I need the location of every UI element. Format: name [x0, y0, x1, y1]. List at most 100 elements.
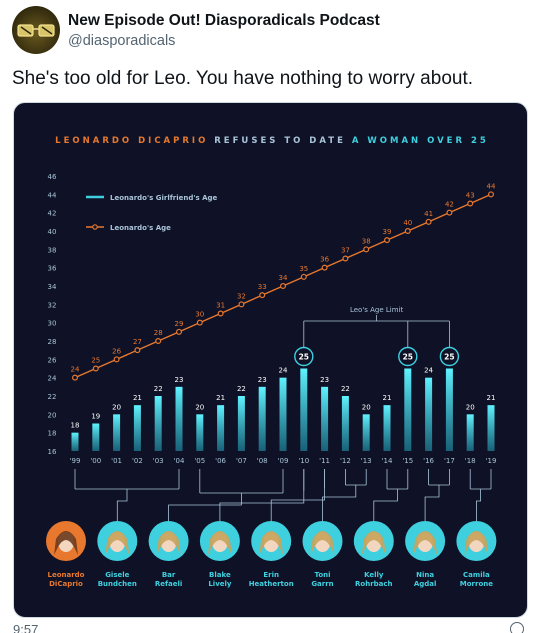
- x-tick-label: '11: [319, 457, 330, 465]
- chart-title: LEONARDO DICAPRIO REFUSES TO DATE A WOMA…: [55, 136, 489, 146]
- y-tick-label: 24: [48, 375, 57, 383]
- connector-line: [373, 489, 398, 521]
- person-hair-icon: [259, 531, 284, 555]
- annotation-text: Leo's Age Limit: [350, 306, 404, 314]
- x-tick-label: '12: [340, 457, 351, 465]
- line-point: [92, 365, 99, 372]
- x-tick-label: '01: [111, 457, 122, 465]
- display-name[interactable]: New Episode Out! Diasporadicals Podcast: [68, 12, 380, 29]
- bar: [196, 414, 204, 451]
- line-data-label: 26: [112, 347, 121, 355]
- bar: [341, 396, 349, 451]
- x-tick-label: '06: [215, 457, 226, 465]
- connector-line: [168, 493, 242, 521]
- line-point: [238, 301, 245, 308]
- avatar[interactable]: [12, 6, 60, 54]
- line-data-label: 40: [403, 219, 412, 227]
- bar: [279, 377, 287, 451]
- line-data-label: 39: [383, 228, 392, 236]
- y-tick-label: 40: [48, 228, 57, 236]
- line-data-label: 42: [445, 201, 454, 209]
- line-data-label: 30: [195, 311, 204, 319]
- person-hair-icon: [207, 531, 232, 555]
- line-point: [71, 374, 78, 381]
- line-data-label: 29: [175, 320, 184, 328]
- bar: [383, 405, 391, 451]
- tweet-timestamp[interactable]: 9:57: [13, 622, 39, 633]
- line-data-label: 24: [71, 366, 80, 374]
- y-tick-label: 22: [48, 393, 57, 401]
- line-data-label: 37: [341, 247, 350, 255]
- line-point: [196, 319, 203, 326]
- line-data-label: 43: [466, 192, 475, 200]
- x-tick-label: '16: [423, 457, 434, 465]
- person-name-line2: Refaeli: [155, 580, 182, 588]
- bar-data-label: 20: [195, 403, 204, 411]
- x-tick-label: '05: [194, 457, 205, 465]
- x-tick-label: '10: [298, 457, 309, 465]
- bar: [300, 368, 308, 451]
- bar-data-label: 18: [71, 422, 80, 430]
- y-tick-label: 38: [48, 246, 57, 254]
- golden-glasses-avatar-icon: [17, 24, 55, 37]
- x-tick-label: '02: [132, 457, 143, 465]
- person-name-line1: Nina: [416, 571, 434, 579]
- bar: [362, 414, 370, 451]
- bar-data-label: 21: [133, 394, 142, 402]
- line-point: [425, 218, 432, 225]
- person-hair-icon: [156, 531, 181, 555]
- share-icon[interactable]: [510, 622, 524, 633]
- bar-data-label: 21: [383, 394, 392, 402]
- bar-data-label: 22: [237, 385, 246, 393]
- bar-data-label: 22: [154, 385, 163, 393]
- bar: [487, 405, 495, 451]
- y-tick-label: 18: [48, 430, 57, 438]
- tweet-image[interactable]: LEONARDO DICAPRIO REFUSES TO DATE A WOMA…: [13, 102, 528, 618]
- bar: [321, 386, 329, 451]
- line-point: [488, 191, 495, 198]
- bar: [71, 432, 79, 451]
- y-tick-label: 46: [48, 173, 57, 181]
- bar-data-label: 25: [444, 353, 454, 362]
- connector-line: [475, 489, 482, 521]
- bar: [175, 386, 183, 451]
- line-point: [280, 283, 287, 290]
- line-data-label: 36: [320, 256, 329, 264]
- x-tick-label: '18: [465, 457, 476, 465]
- person-name-line2: DiCaprio: [49, 580, 83, 588]
- x-tick-label: '08: [257, 457, 268, 465]
- x-tick-label: '99: [70, 457, 81, 465]
- line-point: [404, 227, 411, 234]
- x-tick-label: '17: [444, 457, 455, 465]
- x-tick-label: '00: [90, 457, 101, 465]
- chart-title-part: REFUSES TO DATE: [208, 136, 352, 146]
- line-data-label: 41: [424, 210, 433, 218]
- user-handle[interactable]: @diasporadicals: [68, 33, 176, 49]
- person-name-line2: Rohrbach: [355, 580, 393, 588]
- y-tick-label: 28: [48, 338, 57, 346]
- chart-title-part: A WOMAN OVER 25: [352, 136, 489, 146]
- line-point: [384, 237, 391, 244]
- bar-data-label: 19: [91, 413, 100, 421]
- line-point: [155, 338, 162, 345]
- person-hair-icon: [54, 531, 78, 555]
- person-name-line1: Kelly: [364, 571, 384, 579]
- line-point: [321, 264, 328, 271]
- line-data-label: 44: [487, 182, 496, 190]
- legend-swatch-point: [92, 224, 98, 230]
- person-name-line2: Bundchen: [98, 580, 137, 588]
- bar-data-label: 23: [175, 376, 184, 384]
- bar-data-label: 20: [362, 403, 371, 411]
- bar: [133, 405, 141, 451]
- bar-data-label: 24: [279, 367, 288, 375]
- line-point: [134, 347, 141, 354]
- x-tick-label: '04: [174, 457, 185, 465]
- line-point: [300, 273, 307, 280]
- line-data-label: 31: [216, 302, 225, 310]
- y-tick-label: 30: [48, 320, 57, 328]
- bar-data-label: 24: [424, 367, 433, 375]
- line-point: [467, 200, 474, 207]
- line-data-label: 34: [279, 274, 288, 282]
- line-point: [259, 292, 266, 299]
- connector-line: [322, 485, 357, 521]
